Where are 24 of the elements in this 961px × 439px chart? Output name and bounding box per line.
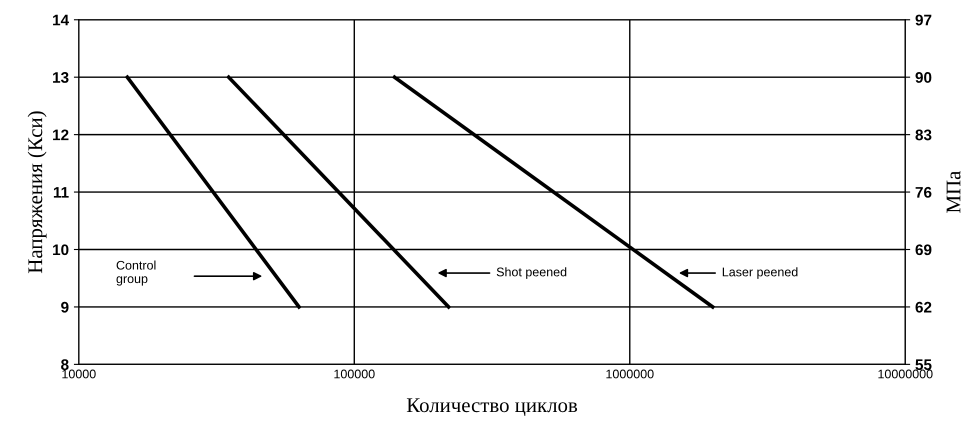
y2-tick-label: 62 bbox=[916, 302, 932, 313]
y-axis-title: Напряжения (Кси) bbox=[28, 111, 47, 274]
annotation: Shot peened bbox=[496, 267, 566, 279]
y-tick-label: 12 bbox=[53, 129, 68, 140]
y2-tick-label: 69 bbox=[916, 244, 932, 256]
y-tick-label: 9 bbox=[61, 302, 69, 313]
x-tick-label: 10000000 bbox=[878, 370, 933, 378]
y-tick-label: 10 bbox=[53, 244, 68, 256]
y2-tick-label: 83 bbox=[915, 129, 932, 140]
x-tick-label: 10000 bbox=[62, 370, 96, 378]
y-tick-label: 14 bbox=[53, 14, 69, 26]
y-tick-label: 8 bbox=[61, 359, 69, 370]
x-tick-label: 1000000 bbox=[606, 370, 654, 378]
y2-tick-label: 76 bbox=[916, 186, 932, 198]
x-tick-label: 100000 bbox=[334, 370, 375, 378]
x-axis-title: Количество циклов bbox=[406, 398, 578, 416]
annotation: Laser peened bbox=[722, 267, 798, 279]
y2-axis-title: МПа bbox=[946, 170, 961, 213]
y2-tick-label: 97 bbox=[916, 14, 932, 26]
y-tick-label: 13 bbox=[53, 72, 69, 83]
y-tick-label: 11 bbox=[54, 187, 69, 198]
y2-tick-label: 90 bbox=[916, 72, 932, 83]
annotation: Control group bbox=[116, 260, 156, 286]
y2-tick-label: 55 bbox=[915, 359, 932, 370]
